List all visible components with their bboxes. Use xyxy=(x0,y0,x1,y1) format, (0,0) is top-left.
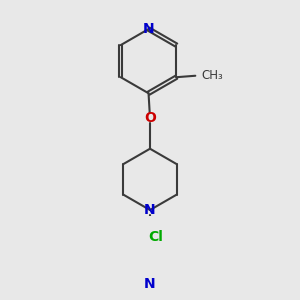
Text: O: O xyxy=(144,111,156,125)
Text: N: N xyxy=(143,22,154,36)
Text: N: N xyxy=(144,278,156,292)
Text: CH₃: CH₃ xyxy=(202,69,224,82)
Text: Cl: Cl xyxy=(149,230,164,244)
Text: N: N xyxy=(144,203,156,217)
